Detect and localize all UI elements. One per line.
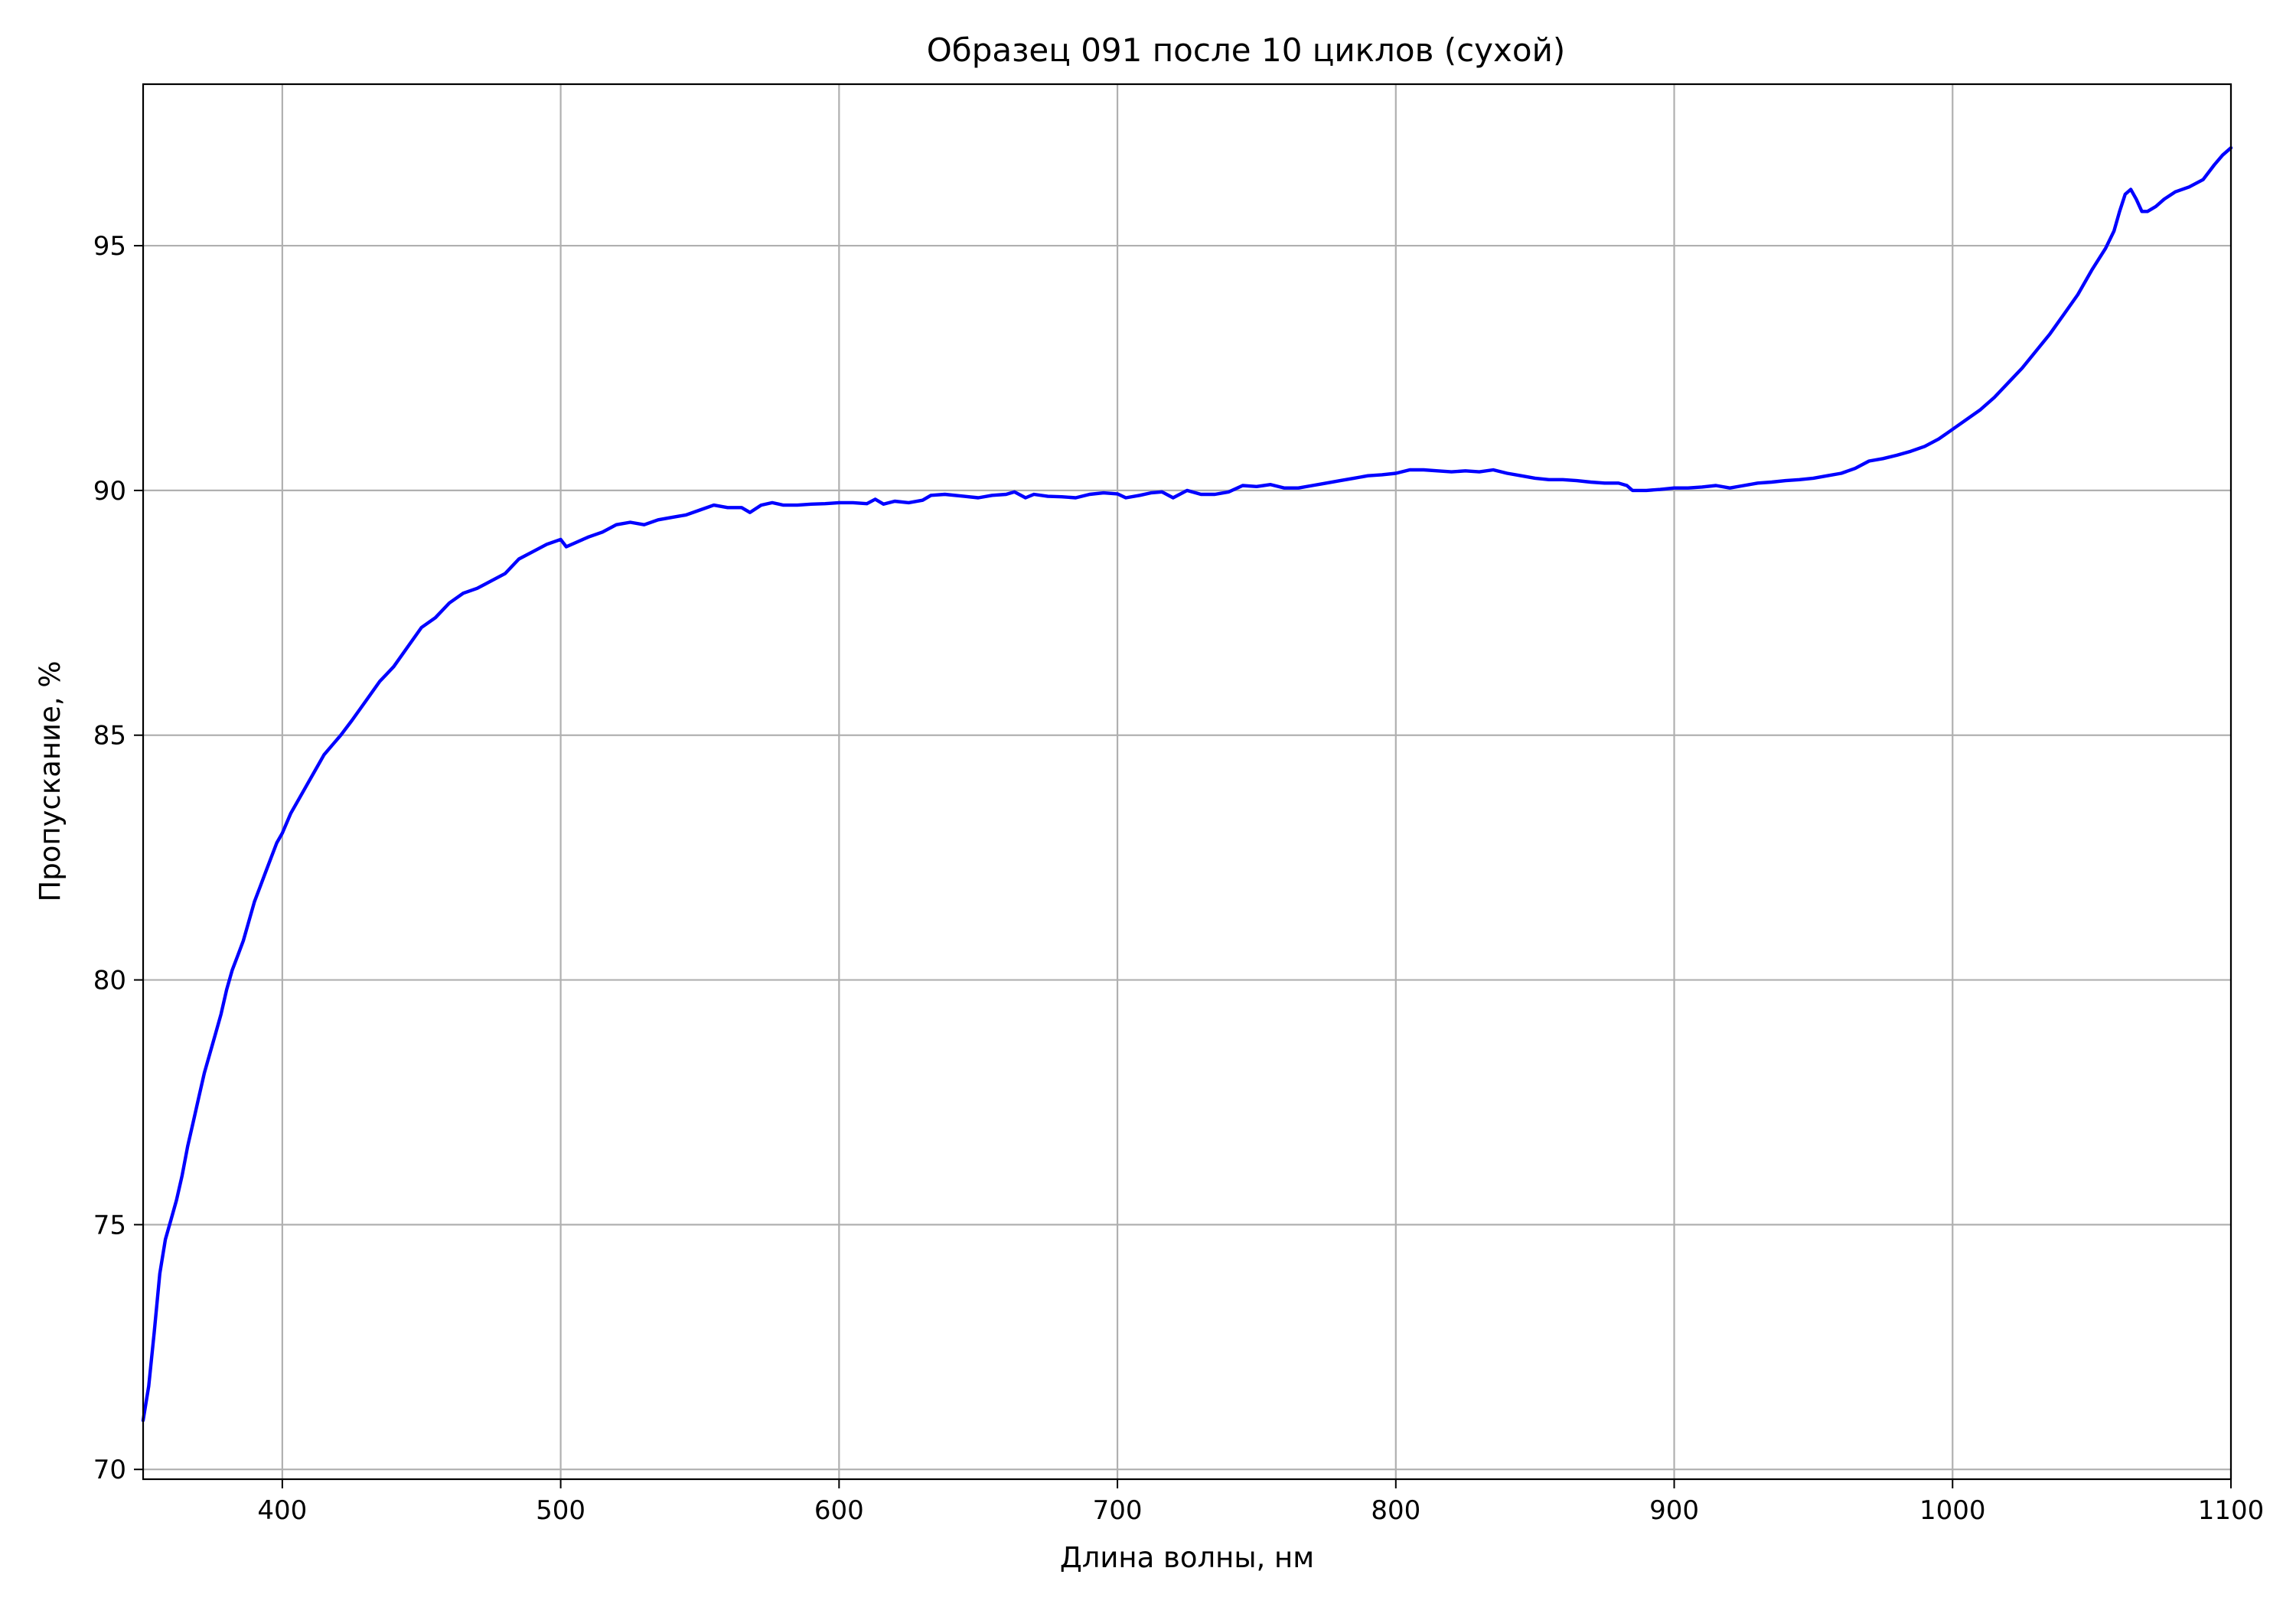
x-tick-label: 700	[1093, 1495, 1143, 1526]
x-tick-label: 900	[1649, 1495, 1699, 1526]
y-axis-label: Пропускание, %	[34, 660, 67, 901]
y-tick-label: 85	[93, 721, 126, 751]
x-tick-label: 1100	[2198, 1495, 2265, 1526]
x-tick-label: 800	[1371, 1495, 1420, 1526]
x-axis-label: Длина волны, нм	[1060, 1541, 1314, 1574]
x-tick-label: 1000	[1919, 1495, 1986, 1526]
y-axis: 70 75 80 85 90 95	[93, 231, 143, 1485]
x-tick-label: 500	[536, 1495, 585, 1526]
series-line	[141, 146, 2233, 1423]
plot-frame	[142, 83, 2232, 1481]
chart-title: Образец 091 после 10 циклов (сухой)	[927, 31, 1566, 69]
series-layer	[141, 146, 2233, 1423]
y-tick-label: 90	[93, 476, 126, 507]
y-tick-label: 95	[93, 231, 126, 262]
y-tick-label: 80	[93, 966, 126, 996]
x-axis: 400 500 600 700 800 900 1000 1100	[257, 1479, 2264, 1526]
y-tick-label: 75	[93, 1210, 126, 1240]
x-tick-label: 600	[814, 1495, 864, 1526]
x-tick-label: 400	[257, 1495, 307, 1526]
y-tick-label: 70	[93, 1455, 126, 1485]
